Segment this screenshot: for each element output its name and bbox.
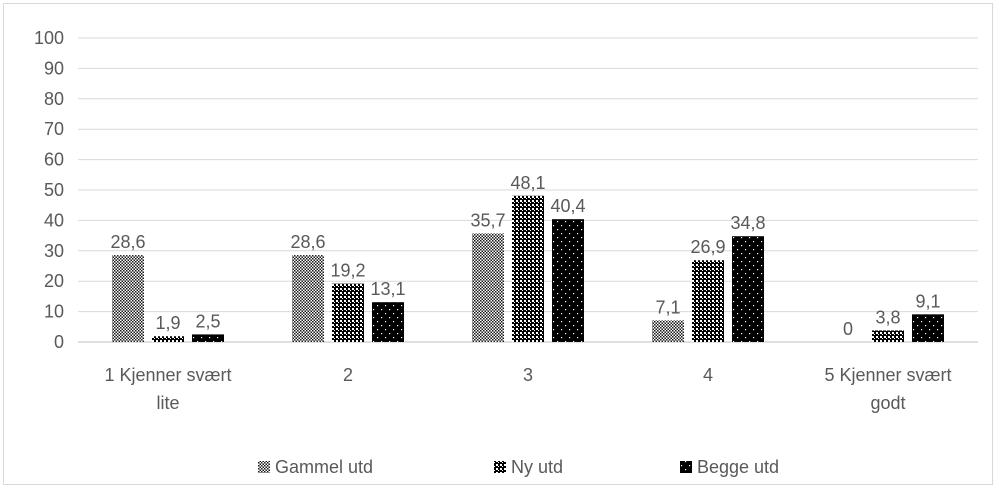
- y-axis-tick-labels: 0 10 20 30 40 50 60 70 80 90 100: [34, 28, 64, 352]
- data-label: 26,9: [690, 237, 725, 257]
- y-tick-label: 0: [54, 332, 64, 352]
- data-label: 40,4: [550, 196, 585, 216]
- y-tick-label: 90: [44, 58, 64, 78]
- x-tick-label: 3: [523, 365, 533, 385]
- legend-swatch: [680, 461, 692, 473]
- y-tick-label: 30: [44, 241, 64, 261]
- y-tick-label: 80: [44, 89, 64, 109]
- gridlines: [78, 37, 978, 343]
- legend-label: Begge utd: [697, 457, 779, 477]
- bar: [912, 314, 944, 342]
- y-tick-label: 20: [44, 271, 64, 291]
- data-label: 2,5: [195, 311, 220, 331]
- bar: [372, 302, 404, 342]
- x-tick-label: 2: [343, 365, 353, 385]
- y-tick-label: 50: [44, 180, 64, 200]
- y-tick-label: 70: [44, 119, 64, 139]
- bar: [192, 334, 224, 342]
- data-label: 28,6: [110, 232, 145, 252]
- bar: [512, 195, 544, 342]
- data-label: 7,1: [655, 297, 680, 317]
- bar: [692, 260, 724, 342]
- data-label: 48,1: [510, 173, 545, 193]
- data-label: 9,1: [915, 291, 940, 311]
- data-label: 1,9: [155, 313, 180, 333]
- data-label: 13,1: [370, 279, 405, 299]
- legend-swatch: [258, 461, 270, 473]
- bar: [552, 219, 584, 342]
- bar: [872, 330, 904, 342]
- bar: [472, 233, 504, 342]
- x-tick-label: 5 Kjenner svært: [824, 365, 951, 385]
- bar: [652, 320, 684, 342]
- data-label: 35,7: [470, 210, 505, 230]
- bar: [332, 283, 364, 342]
- bar: [152, 336, 184, 342]
- data-label: 3,8: [875, 307, 900, 327]
- x-tick-label: lite: [156, 393, 179, 413]
- data-label: 28,6: [290, 232, 325, 252]
- data-labels: 28,6 28,6 35,7 7,1 0 1,9 19,2 48,1 26,9 3,8 2,5 13,…: [110, 173, 940, 339]
- legend-swatch: [494, 461, 506, 473]
- y-tick-label: 40: [44, 210, 64, 230]
- data-label: 0: [843, 319, 853, 339]
- bar: [732, 236, 764, 342]
- data-label: 19,2: [330, 261, 365, 281]
- x-tick-label: 1 Kjenner svært: [104, 365, 231, 385]
- legend: Gammel utd Ny utd Begge utd: [258, 457, 779, 477]
- legend-label: Ny utd: [511, 457, 563, 477]
- data-label: 34,8: [730, 213, 765, 233]
- x-axis-category-labels: 1 Kjenner svært lite 2 3 4 5 Kjenner svært god…: [104, 365, 951, 413]
- x-tick-label: 4: [703, 365, 713, 385]
- bar: [292, 255, 324, 342]
- x-tick-label: godt: [870, 393, 905, 413]
- legend-label: Gammel utd: [275, 457, 373, 477]
- bar-series: [112, 195, 944, 342]
- y-tick-label: 10: [44, 302, 64, 322]
- bar: [112, 255, 144, 342]
- y-tick-label: 60: [44, 150, 64, 170]
- y-tick-label: 100: [34, 28, 64, 48]
